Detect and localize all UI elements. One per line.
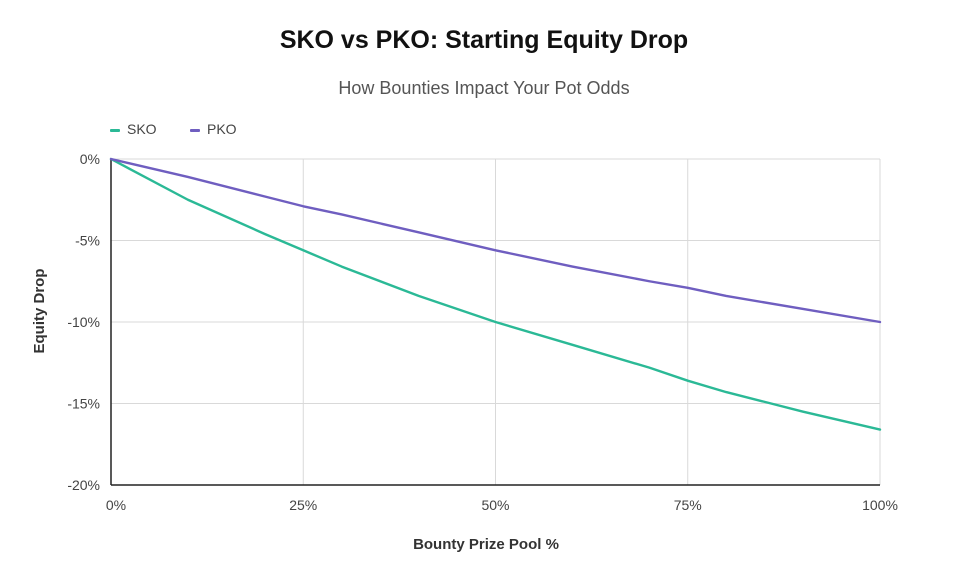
y-axis-title: Equity Drop — [31, 269, 48, 354]
series-line-sko — [109, 157, 882, 431]
y-tick-label: -5% — [75, 233, 100, 249]
legend-item-sko[interactable]: SKO — [110, 121, 157, 137]
legend-item-pko[interactable]: PKO — [190, 121, 237, 137]
series-lines — [109, 157, 882, 431]
y-tick-label: 0% — [80, 151, 100, 167]
y-tick-label: -15% — [67, 396, 100, 412]
y-tick-label: -20% — [67, 477, 100, 493]
legend-label-sko: SKO — [127, 121, 157, 137]
tick-labels: 0% -5% -10% -15% -20% 0% 25% 50% 75% 100% — [67, 151, 898, 513]
x-tick-label: 0% — [106, 497, 126, 513]
series-line-pko — [109, 157, 882, 324]
chart-title: SKO vs PKO: Starting Equity Drop — [279, 26, 689, 54]
x-tick-label: 50% — [481, 497, 509, 513]
legend-label-pko: PKO — [207, 121, 237, 137]
x-axis-title: Bounty Prize Pool % — [413, 536, 559, 553]
x-tick-label: 25% — [289, 497, 317, 513]
x-tick-label: 75% — [674, 497, 702, 513]
chart-subtitle: How Bounties Impact Your Pot Odds — [338, 78, 630, 98]
axes — [110, 159, 880, 486]
y-tick-label: -10% — [67, 314, 100, 330]
legend-swatch-sko — [110, 128, 120, 132]
legend-swatch-pko — [190, 128, 200, 132]
x-tick-label: 100% — [862, 497, 898, 513]
